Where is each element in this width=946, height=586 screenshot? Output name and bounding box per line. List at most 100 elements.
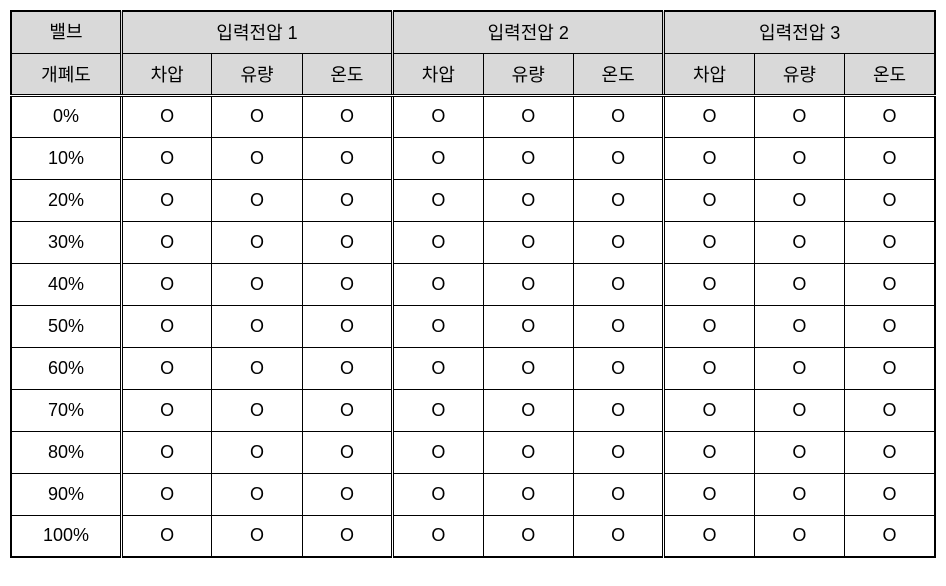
cell: O: [302, 221, 392, 263]
cell: O: [573, 95, 663, 137]
cell: O: [121, 263, 211, 305]
cell: O: [754, 221, 844, 263]
cell: O: [212, 389, 302, 431]
cell: O: [483, 263, 573, 305]
cell: O: [845, 95, 935, 137]
cell: O: [212, 431, 302, 473]
cell: O: [302, 473, 392, 515]
table-row: 10%OOOOOOOOO: [11, 137, 935, 179]
cell: O: [302, 263, 392, 305]
cell: O: [121, 473, 211, 515]
cell: O: [393, 389, 483, 431]
cell: O: [121, 305, 211, 347]
cell: O: [845, 431, 935, 473]
cell: O: [483, 347, 573, 389]
sub-0-0: 차압: [121, 53, 211, 95]
cell: O: [483, 95, 573, 137]
cell: O: [483, 431, 573, 473]
cell: O: [754, 263, 844, 305]
cell: O: [573, 221, 663, 263]
cell: O: [302, 305, 392, 347]
cell: O: [212, 137, 302, 179]
cell: O: [845, 473, 935, 515]
cell: O: [483, 515, 573, 557]
table-row: 0%OOOOOOOOO: [11, 95, 935, 137]
header-row-1: 밸브 입력전압 1 입력전압 2 입력전압 3: [11, 11, 935, 53]
cell: O: [664, 515, 754, 557]
cell: O: [121, 515, 211, 557]
cell: O: [393, 95, 483, 137]
row-label: 60%: [11, 347, 121, 389]
cell: O: [212, 347, 302, 389]
cell: O: [121, 347, 211, 389]
table-row: 50%OOOOOOOOO: [11, 305, 935, 347]
cell: O: [573, 137, 663, 179]
header-row-2: 개폐도 차압 유량 온도 차압 유량 온도 차압 유량 온도: [11, 53, 935, 95]
sub-2-1: 유량: [754, 53, 844, 95]
row-label: 100%: [11, 515, 121, 557]
cell: O: [483, 305, 573, 347]
cell: O: [483, 389, 573, 431]
cell: O: [121, 431, 211, 473]
row-label: 10%: [11, 137, 121, 179]
cell: O: [664, 305, 754, 347]
group-header-1: 입력전압 2: [393, 11, 664, 53]
row-label: 0%: [11, 95, 121, 137]
cell: O: [573, 473, 663, 515]
cell: O: [573, 431, 663, 473]
cell: O: [664, 95, 754, 137]
sub-0-1: 유량: [212, 53, 302, 95]
cell: O: [302, 137, 392, 179]
cell: O: [121, 221, 211, 263]
cell: O: [393, 263, 483, 305]
row-label: 30%: [11, 221, 121, 263]
cell: O: [573, 389, 663, 431]
cell: O: [573, 305, 663, 347]
row-label: 90%: [11, 473, 121, 515]
table-body: 0%OOOOOOOOO10%OOOOOOOOO20%OOOOOOOOO30%OO…: [11, 95, 935, 557]
cell: O: [121, 179, 211, 221]
sub-1-1: 유량: [483, 53, 573, 95]
sub-2-2: 온도: [845, 53, 935, 95]
cell: O: [754, 515, 844, 557]
cell: O: [212, 95, 302, 137]
cell: O: [845, 179, 935, 221]
row-label: 40%: [11, 263, 121, 305]
cell: O: [121, 95, 211, 137]
rowheader-line2: 개폐도: [11, 53, 121, 95]
cell: O: [483, 221, 573, 263]
cell: O: [302, 431, 392, 473]
cell: O: [754, 95, 844, 137]
cell: O: [664, 179, 754, 221]
table-row: 30%OOOOOOOOO: [11, 221, 935, 263]
cell: O: [664, 473, 754, 515]
cell: O: [754, 179, 844, 221]
table-row: 20%OOOOOOOOO: [11, 179, 935, 221]
table-row: 90%OOOOOOOOO: [11, 473, 935, 515]
cell: O: [845, 137, 935, 179]
sub-1-0: 차압: [393, 53, 483, 95]
cell: O: [754, 305, 844, 347]
cell: O: [121, 137, 211, 179]
cell: O: [845, 263, 935, 305]
cell: O: [845, 389, 935, 431]
table-row: 40%OOOOOOOOO: [11, 263, 935, 305]
sub-2-0: 차압: [664, 53, 754, 95]
table-row: 100%OOOOOOOOO: [11, 515, 935, 557]
cell: O: [393, 137, 483, 179]
cell: O: [212, 515, 302, 557]
cell: O: [302, 179, 392, 221]
cell: O: [754, 431, 844, 473]
cell: O: [664, 221, 754, 263]
group-header-2: 입력전압 3: [664, 11, 935, 53]
cell: O: [845, 305, 935, 347]
row-label: 50%: [11, 305, 121, 347]
cell: O: [573, 347, 663, 389]
cell: O: [754, 473, 844, 515]
cell: O: [393, 473, 483, 515]
cell: O: [664, 431, 754, 473]
cell: O: [302, 389, 392, 431]
cell: O: [664, 347, 754, 389]
row-label: 80%: [11, 431, 121, 473]
cell: O: [212, 305, 302, 347]
